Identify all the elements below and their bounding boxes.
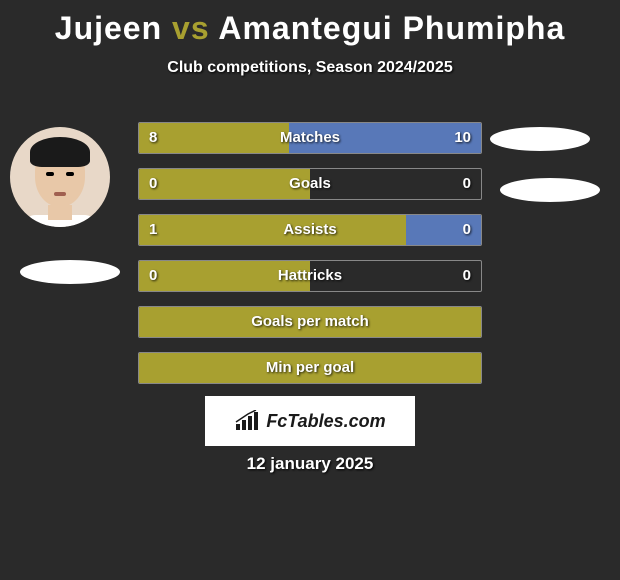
brand-chart-icon: [234, 410, 260, 432]
player2-team-logo: [500, 178, 600, 202]
stat-row: Goals per match: [138, 306, 482, 338]
date-label: 12 january 2025: [0, 454, 620, 474]
stat-row: 10Assists: [138, 214, 482, 246]
stat-label: Hattricks: [139, 261, 481, 291]
stat-label: Min per goal: [139, 353, 481, 383]
player1-avatar: [10, 127, 110, 227]
comparison-title: Jujeen vs Amantegui Phumipha: [0, 0, 620, 47]
stat-bars: 810Matches 00Goals 10Assists 00Hattricks Goa…: [138, 122, 482, 398]
stat-row: 00Goals: [138, 168, 482, 200]
player1-name: Jujeen: [55, 10, 162, 46]
stat-label: Goals: [139, 169, 481, 199]
brand-text: FcTables.com: [266, 411, 385, 432]
vs-label: vs: [172, 10, 210, 46]
avatar-face-icon: [10, 127, 110, 227]
brand-box: FcTables.com: [205, 396, 415, 446]
player2-avatar: [490, 127, 590, 151]
player1-team-logo: [20, 260, 120, 284]
stat-label: Goals per match: [139, 307, 481, 337]
player2-name: Amantegui Phumipha: [218, 10, 565, 46]
stat-row: 810Matches: [138, 122, 482, 154]
stat-label: Assists: [139, 215, 481, 245]
stat-row: 00Hattricks: [138, 260, 482, 292]
subtitle: Club competitions, Season 2024/2025: [0, 59, 620, 77]
stat-label: Matches: [139, 123, 481, 153]
stat-row: Min per goal: [138, 352, 482, 384]
